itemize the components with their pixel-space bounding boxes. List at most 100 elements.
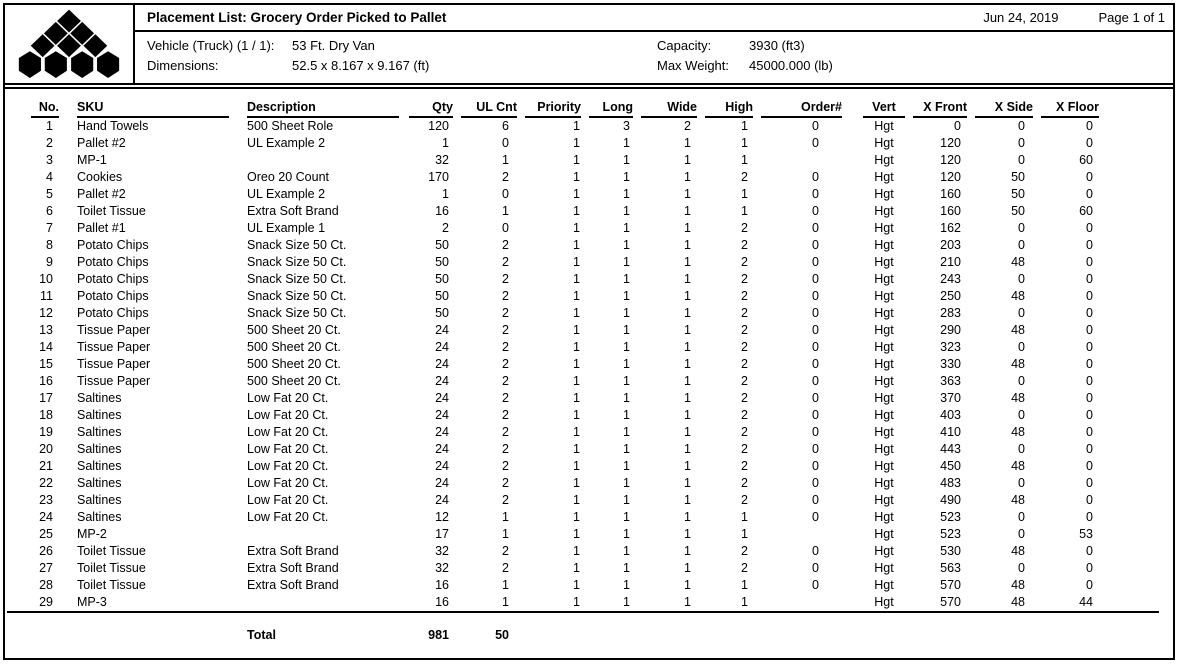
- cell-x-front: 570: [940, 595, 961, 609]
- cell-priority: 1: [573, 153, 580, 167]
- cell-order: 0: [812, 561, 819, 575]
- stacked-boxes-logo-icon: [18, 9, 120, 78]
- cell-x-front: 483: [940, 476, 961, 490]
- cell-description: Extra Soft Brand: [247, 561, 339, 575]
- cell-description: Low Fat 20 Ct.: [247, 425, 329, 439]
- cell-vert: Hgt: [874, 493, 894, 507]
- placement-table: No. SKU Description Qty UL Cnt Priority Long Wi…: [7, 95, 1159, 645]
- cell-ul-cnt: 1: [502, 527, 509, 541]
- cell-vert: Hgt: [874, 289, 894, 303]
- table-row: 3 MP-1 32 1 1 1 1 1 Hgt 120 0 60: [7, 152, 1159, 169]
- cell-description: 500 Sheet 20 Ct.: [247, 340, 341, 354]
- cell-spacer: [1103, 356, 1159, 373]
- cell-ul-cnt: 1: [502, 595, 509, 609]
- cell-qty: 50: [435, 289, 449, 303]
- cell-x-floor: 0: [1086, 340, 1093, 354]
- cell-description: UL Example 2: [247, 136, 326, 150]
- cell-x-floor: 0: [1086, 510, 1093, 524]
- cell-x-front: 490: [940, 493, 961, 507]
- cell-x-floor: 0: [1086, 272, 1093, 286]
- table-row: 6 Toilet Tissue Extra Soft Brand 16 1 1 1 1 1 0 Hg…: [7, 203, 1159, 220]
- table-row: 7 Pallet #1 UL Example 1 2 0 1 1 1 2 0 Hgt 162 0 0: [7, 220, 1159, 237]
- cell-sku: Tissue Paper: [77, 357, 151, 371]
- cell-description: Low Fat 20 Ct.: [247, 476, 329, 490]
- cell-high: 2: [741, 238, 748, 252]
- cell-priority: 1: [573, 255, 580, 269]
- cell-priority: 1: [573, 340, 580, 354]
- cell-sku: Potato Chips: [77, 306, 149, 320]
- total-label: Total: [247, 628, 276, 642]
- cell-spacer: [1103, 441, 1159, 458]
- cell-qty: 24: [435, 357, 449, 371]
- cell-wide: 1: [684, 493, 691, 507]
- cell-long: 1: [623, 170, 630, 184]
- cell-wide: 1: [684, 323, 691, 337]
- cell-vert: Hgt: [874, 425, 894, 439]
- cell-high: 2: [741, 408, 748, 422]
- cell-description: [235, 152, 405, 169]
- column-header-order: Order#: [757, 95, 847, 118]
- cell-ul-cnt: 2: [502, 289, 509, 303]
- cell-priority: 1: [573, 306, 580, 320]
- cell-sku: Toilet Tissue: [77, 561, 146, 575]
- cell-qty: 1: [442, 187, 449, 201]
- cell-x-floor: 0: [1086, 357, 1093, 371]
- cell-no: 22: [39, 476, 53, 490]
- cell-order: 0: [812, 459, 819, 473]
- cell-order: 0: [812, 255, 819, 269]
- cell-qty: 24: [435, 476, 449, 490]
- cell-order: 0: [812, 442, 819, 456]
- cell-x-floor: 0: [1086, 544, 1093, 558]
- company-logo: [5, 5, 135, 83]
- cell-x-front: 410: [940, 425, 961, 439]
- cell-x-side: 48: [1011, 289, 1025, 303]
- cell-sku: Tissue Paper: [77, 340, 151, 354]
- cell-x-side: 48: [1011, 578, 1025, 592]
- cell-order: 0: [812, 510, 819, 524]
- cell-x-front: 443: [940, 442, 961, 456]
- cell-long: 1: [623, 323, 630, 337]
- cell-sku: Saltines: [77, 476, 122, 490]
- cell-no: 27: [39, 561, 53, 575]
- cell-no: 26: [39, 544, 53, 558]
- cell-order: [757, 594, 847, 612]
- table-row: 15 Tissue Paper 500 Sheet 20 Ct. 24 2 1 1 1 2 0 Hg…: [7, 356, 1159, 373]
- cell-long: 1: [623, 340, 630, 354]
- cell-order: 0: [812, 408, 819, 422]
- cell-no: 3: [46, 153, 53, 167]
- cell-vert: Hgt: [874, 527, 894, 541]
- cell-wide: 1: [684, 459, 691, 473]
- cell-vert: Hgt: [874, 357, 894, 371]
- cell-spacer: [1103, 339, 1159, 356]
- cell-x-floor: 0: [1086, 374, 1093, 388]
- cell-wide: 1: [684, 187, 691, 201]
- cell-sku: Pallet #2: [77, 136, 126, 150]
- cell-description: UL Example 1: [247, 221, 326, 235]
- cell-sku: Saltines: [77, 510, 122, 524]
- table-row: 17 Saltines Low Fat 20 Ct. 24 2 1 1 1 2 0 Hgt 370 48…: [7, 390, 1159, 407]
- cell-description: Snack Size 50 Ct.: [247, 306, 347, 320]
- cell-spacer: [1103, 322, 1159, 339]
- cell-qty: 32: [435, 561, 449, 575]
- report-page: Placement List: Grocery Order Picked to …: [3, 3, 1175, 660]
- cell-high: 2: [741, 340, 748, 354]
- cell-no: 10: [39, 272, 53, 286]
- cell-x-side: 0: [1018, 510, 1025, 524]
- table-row: 11 Potato Chips Snack Size 50 Ct. 50 2 1 1 1 2 0 H…: [7, 288, 1159, 305]
- dimensions-value: 52.5 x 8.167 x 9.167 (ft): [292, 58, 430, 73]
- cell-qty: 24: [435, 459, 449, 473]
- cell-ul-cnt: 0: [502, 187, 509, 201]
- cell-x-side: 0: [1018, 476, 1025, 490]
- cell-vert: Hgt: [874, 544, 894, 558]
- cell-x-side: 0: [1018, 527, 1025, 541]
- cell-qty: 24: [435, 374, 449, 388]
- cell-order: 0: [812, 425, 819, 439]
- cell-x-front: 0: [954, 119, 961, 133]
- table-row: 9 Potato Chips Snack Size 50 Ct. 50 2 1 1 1 2 0 Hg…: [7, 254, 1159, 271]
- table-row: 16 Tissue Paper 500 Sheet 20 Ct. 24 2 1 1 1 2 0 Hg…: [7, 373, 1159, 390]
- cell-ul-cnt: 0: [502, 136, 509, 150]
- cell-wide: 1: [684, 357, 691, 371]
- cell-sku: MP-1: [77, 153, 107, 167]
- cell-priority: 1: [573, 119, 580, 133]
- cell-x-side: 0: [1018, 153, 1025, 167]
